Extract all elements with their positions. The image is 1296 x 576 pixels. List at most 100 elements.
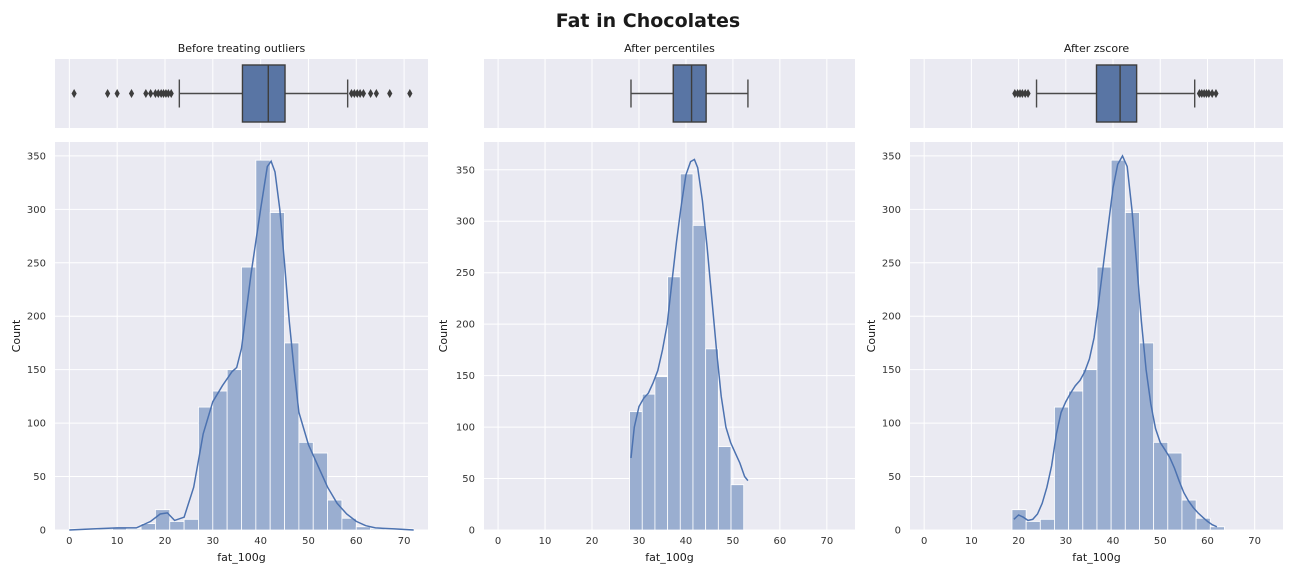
x-tick-label: 20 bbox=[1012, 536, 1025, 547]
y-tick-label: 0 bbox=[40, 526, 46, 537]
outlier-point bbox=[165, 89, 171, 98]
panel-3: After zscore 0 10 20 30 40 50 60 70 0 50 100 150 200 2… bbox=[865, 42, 1283, 564]
y-tick-label: 250 bbox=[882, 258, 901, 269]
y-tick-label: 50 bbox=[888, 472, 901, 483]
histogram-bar bbox=[269, 212, 285, 531]
outlier-point bbox=[152, 89, 159, 98]
outlier-point bbox=[1022, 89, 1028, 98]
y-tick-label: 300 bbox=[27, 205, 46, 216]
x-tick-label: 40 bbox=[1107, 536, 1120, 547]
kde-curve bbox=[630, 158, 749, 482]
x-tick-label: 0 bbox=[921, 536, 927, 547]
histogram-bar bbox=[1011, 509, 1027, 531]
outlier-point bbox=[71, 89, 77, 98]
outlier-point bbox=[357, 89, 363, 98]
y-tick-label: 300 bbox=[882, 205, 901, 216]
outlier-point bbox=[373, 89, 379, 98]
y-tick-label: 150 bbox=[882, 365, 901, 376]
histogram-bar bbox=[355, 526, 372, 531]
histogram-bar bbox=[705, 348, 719, 531]
histogram-bar bbox=[717, 446, 732, 531]
histogram-bar bbox=[1096, 266, 1112, 531]
x-axis-label: fat_100g bbox=[1072, 551, 1120, 564]
kde-curve bbox=[1013, 154, 1218, 528]
histogram-bar bbox=[1110, 159, 1126, 531]
histogram-bar bbox=[327, 499, 343, 531]
iqr-box bbox=[1095, 64, 1138, 123]
boxplot-title: Before treating outliers bbox=[178, 42, 306, 55]
x-tick-label: 40 bbox=[254, 536, 267, 547]
histogram-bar bbox=[692, 224, 707, 531]
outlier-point bbox=[1019, 89, 1025, 98]
outlier-point bbox=[351, 89, 357, 98]
y-tick-label: 350 bbox=[456, 165, 475, 176]
y-tick-label: 150 bbox=[27, 365, 46, 376]
histogram-bar bbox=[341, 517, 357, 531]
x-tick-label: 50 bbox=[1154, 536, 1167, 547]
histogram-bar bbox=[312, 452, 328, 531]
y-tick-label: 250 bbox=[27, 258, 46, 269]
histogram-bar bbox=[255, 159, 271, 531]
y-tick-label: 0 bbox=[895, 526, 901, 537]
histogram-bar bbox=[1181, 499, 1197, 531]
outlier-point bbox=[407, 89, 413, 98]
histogram-bar bbox=[241, 266, 257, 531]
x-tick-label: 60 bbox=[1201, 536, 1214, 547]
histogram-bar bbox=[212, 390, 228, 531]
x-tick-label: 30 bbox=[206, 536, 219, 547]
y-axis-label: Count bbox=[10, 319, 23, 352]
x-tick-label: 70 bbox=[1248, 536, 1261, 547]
outlier-point bbox=[1012, 89, 1018, 98]
histogram-bar bbox=[183, 518, 199, 531]
outlier-point bbox=[368, 89, 374, 98]
histogram-bar bbox=[730, 484, 745, 531]
histogram-bar bbox=[1124, 212, 1140, 531]
y-tick-label: 300 bbox=[456, 217, 475, 228]
outlier-point bbox=[168, 89, 174, 98]
kde-curve bbox=[69, 159, 414, 531]
x-tick-label: 10 bbox=[111, 536, 124, 547]
outlier-point bbox=[354, 89, 360, 98]
histogram-bar bbox=[1025, 521, 1041, 531]
x-tick-label: 0 bbox=[66, 536, 72, 547]
histogram-bar bbox=[1139, 342, 1155, 531]
outlier-point bbox=[1025, 89, 1031, 98]
histogram-bar bbox=[1054, 406, 1070, 531]
x-tick-label: 70 bbox=[398, 536, 411, 547]
histogram-bar bbox=[679, 173, 694, 531]
histogram-bar bbox=[641, 393, 656, 531]
x-tick-label: 30 bbox=[1059, 536, 1072, 547]
histogram-bar bbox=[226, 369, 242, 531]
histogram-bar bbox=[284, 342, 300, 531]
histogram-bar bbox=[1195, 517, 1211, 531]
x-tick-label: 10 bbox=[965, 536, 978, 547]
y-tick-label: 100 bbox=[882, 419, 901, 430]
x-tick-label: 70 bbox=[820, 536, 833, 547]
x-axis-label: fat_100g bbox=[645, 551, 693, 564]
outlier-point bbox=[155, 89, 161, 98]
histogram-bar bbox=[370, 528, 386, 531]
histogram-bar bbox=[1039, 518, 1055, 531]
outlier-point bbox=[128, 89, 135, 98]
x-tick-label: 0 bbox=[495, 536, 501, 547]
y-tick-label: 100 bbox=[456, 423, 475, 434]
outlier-point bbox=[1209, 89, 1215, 98]
histogram-bar bbox=[298, 441, 314, 531]
y-tick-label: 150 bbox=[456, 371, 475, 382]
y-axis-label: Count bbox=[437, 319, 450, 352]
y-tick-label: 50 bbox=[462, 474, 475, 485]
outlier-point bbox=[387, 89, 393, 98]
x-tick-label: 50 bbox=[727, 536, 740, 547]
histogram-bar bbox=[667, 276, 681, 531]
x-tick-label: 20 bbox=[586, 536, 599, 547]
y-tick-label: 0 bbox=[469, 526, 475, 537]
x-tick-label: 10 bbox=[539, 536, 552, 547]
x-tick-label: 30 bbox=[633, 536, 646, 547]
outlier-point bbox=[105, 89, 111, 98]
figure-title: Fat in Chocolates bbox=[556, 10, 741, 32]
outlier-point bbox=[143, 89, 149, 98]
y-tick-label: 200 bbox=[882, 312, 901, 323]
panel-2: After percentiles 0 10 20 30 40 50 60 70 0 50 100 15… bbox=[437, 42, 855, 564]
x-tick-label: 40 bbox=[680, 536, 693, 547]
